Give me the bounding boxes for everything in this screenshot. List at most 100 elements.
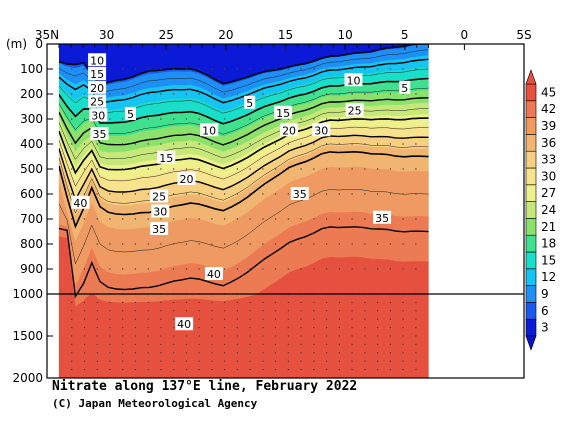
obs-dot (83, 343, 86, 346)
obs-dot (71, 118, 73, 120)
obs-dot (402, 318, 404, 320)
obs-dot (173, 218, 175, 220)
obs-dot (211, 326, 213, 329)
obs-dot (223, 310, 226, 312)
obs-dot (122, 268, 124, 270)
y-tick-label: 900 (20, 262, 43, 276)
obs-dot (160, 118, 162, 120)
obs-dot (262, 68, 264, 70)
obs-dot (122, 326, 124, 329)
colorbar-swatch-21 (525, 218, 537, 236)
contour-label-bg (200, 123, 219, 137)
obs-dot (249, 118, 251, 120)
contour-label: 40 (73, 197, 87, 210)
obs-dot (300, 168, 302, 170)
contour-line-minor (58, 49, 429, 94)
obs-dot (223, 360, 226, 362)
colorbar-label: 18 (541, 237, 556, 251)
obs-dot (249, 68, 251, 70)
obs-dot (351, 68, 353, 70)
contour-label-bg (157, 150, 176, 164)
obs-dot (351, 343, 353, 346)
obs-dot (364, 68, 366, 70)
obs-dot (325, 301, 328, 304)
obs-dot (351, 268, 353, 270)
obs-dot (236, 335, 239, 337)
obs-dot (83, 310, 86, 312)
obs-dot (415, 143, 417, 145)
contour-label-bg (399, 80, 411, 94)
obs-dot (325, 168, 328, 170)
obs-dot (236, 310, 239, 312)
obs-dot (364, 243, 366, 245)
obs-dot (122, 318, 124, 320)
obs-dot (71, 93, 73, 95)
obs-dot (223, 143, 226, 145)
obs-dot (364, 343, 366, 346)
obs-dot (160, 68, 162, 70)
contour-label: 30 (153, 206, 167, 219)
obs-dot (198, 193, 200, 195)
obs-dot (185, 352, 188, 354)
obs-dot (185, 310, 188, 312)
obs-dot (198, 335, 200, 337)
obs-dot (109, 360, 111, 362)
obs-dot (198, 318, 200, 320)
obs-dot (287, 301, 290, 304)
obs-dot (223, 268, 226, 270)
obs-dot (160, 360, 162, 362)
obs-dot (198, 218, 200, 220)
obs-dot (109, 118, 111, 120)
obs-dot (134, 168, 137, 170)
obs-dot (313, 268, 315, 270)
contour-label: 15 (276, 107, 290, 120)
obs-dot (96, 343, 98, 346)
obs-dot (71, 310, 73, 312)
obs-dot (364, 93, 366, 95)
contour-label: 35 (152, 223, 166, 236)
obs-dot (402, 310, 404, 312)
obs-dot (402, 168, 404, 170)
y-tick-label: 500 (20, 162, 43, 176)
obs-dot (134, 93, 137, 95)
contour-label: 35 (92, 128, 106, 141)
obs-dot (109, 68, 111, 70)
obs-dot (262, 352, 264, 354)
obs-dot (96, 352, 98, 354)
obs-dot (198, 310, 200, 312)
obs-dot (83, 335, 86, 337)
obs-dot (134, 143, 137, 145)
obs-dot (185, 93, 188, 95)
obs-dot (402, 326, 404, 329)
obs-dot (147, 326, 149, 329)
obs-dot (274, 368, 277, 371)
obs-dot (109, 343, 111, 346)
obs-dot (274, 360, 277, 362)
obs-dot (376, 310, 379, 312)
contour-line-minor (58, 143, 429, 214)
obs-dot (287, 335, 290, 337)
obs-dot (185, 118, 188, 120)
obs-dot (160, 301, 162, 304)
obs-dot (376, 343, 379, 346)
obs-dot (83, 326, 86, 329)
colorbar-swatch-6 (525, 302, 537, 320)
obs-dot (325, 268, 328, 270)
obs-dot (147, 310, 149, 312)
contour-label: 35 (293, 188, 307, 201)
x-tick-label: 20 (218, 28, 233, 42)
obs-dot (402, 218, 404, 220)
obs-dot (262, 243, 264, 245)
obs-dot (364, 193, 366, 195)
contour-label-bg (345, 103, 364, 117)
contour-label-bg (244, 95, 256, 109)
obs-dot (249, 268, 251, 270)
contour-label-bg (312, 123, 331, 137)
obs-dot (236, 243, 239, 245)
contour-label-bg (88, 53, 107, 67)
colorbar-label: 36 (541, 136, 556, 150)
obs-dot (198, 268, 200, 270)
obs-dot (249, 243, 251, 245)
obs-dot (287, 310, 290, 312)
obs-dot (415, 218, 417, 220)
